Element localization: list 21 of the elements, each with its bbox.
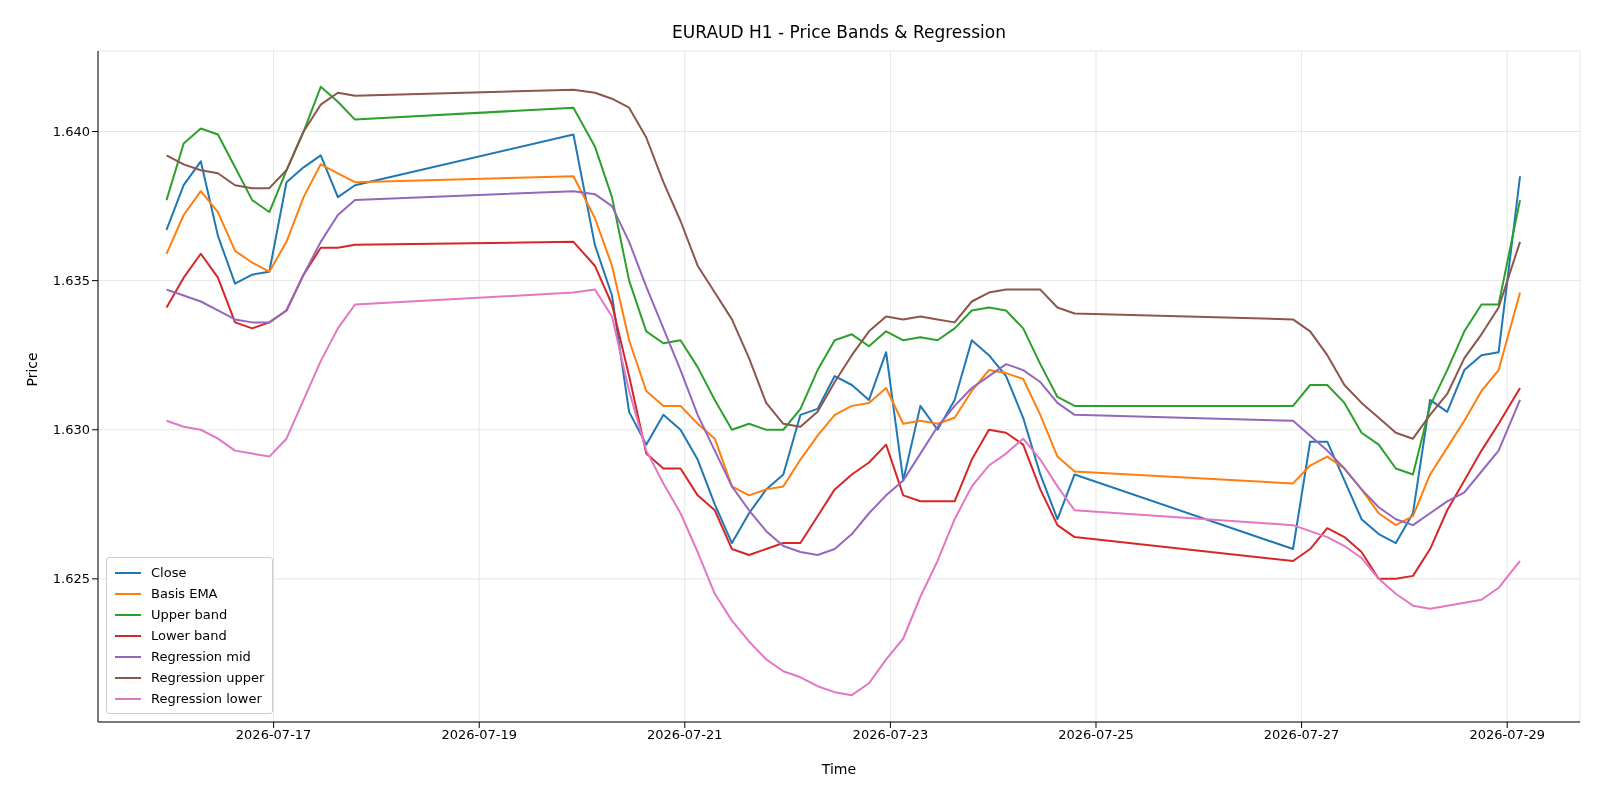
- legend-label: Regression upper: [151, 670, 265, 685]
- y-axis-title: Price: [23, 352, 40, 387]
- legend-label: Close: [151, 565, 187, 580]
- legend-label: Lower band: [151, 628, 227, 643]
- legend-label: Basis EMA: [151, 586, 218, 601]
- x-tick-label: 2026-07-23: [852, 727, 929, 743]
- x-tick-label: 2026-07-17: [235, 727, 312, 743]
- y-tick-label: 1.625: [52, 571, 90, 587]
- x-tick-label: 2026-07-27: [1263, 727, 1340, 743]
- y-tick-label: 1.630: [52, 422, 90, 438]
- y-tick-label: 1.635: [52, 273, 90, 289]
- x-tick-label: 2026-07-25: [1058, 727, 1134, 743]
- x-tick-label: 2026-07-29: [1469, 727, 1545, 743]
- chart-title: EURAUD H1 - Price Bands & Regression: [671, 22, 1007, 42]
- legend-label: Upper band: [151, 607, 228, 622]
- y-tick-label: 1.640: [52, 124, 90, 140]
- x-tick-label: 2026-07-19: [441, 727, 517, 743]
- x-axis-title: Time: [820, 760, 857, 777]
- x-tick-label: 2026-07-21: [647, 727, 723, 743]
- legend-label: Regression lower: [151, 691, 262, 706]
- legend-label: Regression mid: [151, 649, 251, 664]
